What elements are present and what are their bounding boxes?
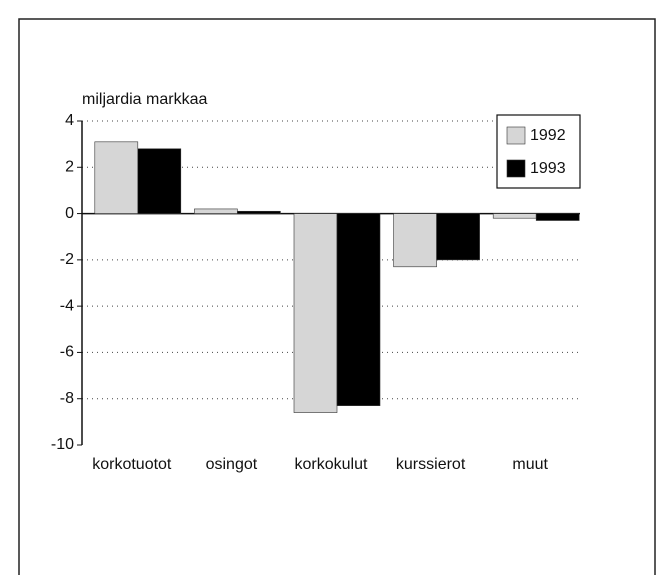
y-tick-label: -10 xyxy=(51,436,74,453)
legend-swatch xyxy=(506,126,526,145)
frame xyxy=(18,18,656,575)
bar xyxy=(492,213,537,219)
legend-label: 1993 xyxy=(530,160,566,177)
bar xyxy=(436,213,480,261)
y-tick-label: 4 xyxy=(65,112,74,129)
y-tick-label: -6 xyxy=(60,344,74,361)
x-tick-label: osingot xyxy=(206,456,258,473)
x-tick-label: muut xyxy=(512,456,548,473)
bar xyxy=(194,208,238,214)
bar xyxy=(393,213,437,268)
y-tick-label: -8 xyxy=(60,390,74,407)
bar xyxy=(94,141,139,214)
bar xyxy=(535,213,580,221)
bar xyxy=(237,210,281,214)
y-axis-label: miljardia markkaa xyxy=(82,91,207,108)
bar xyxy=(137,148,182,214)
x-tick-label: korkotuotot xyxy=(92,456,172,473)
y-tick-label: -4 xyxy=(60,297,74,314)
y-tick-label: -2 xyxy=(60,251,74,268)
y-tick-label: 2 xyxy=(65,159,74,176)
bar xyxy=(293,213,338,413)
bar xyxy=(336,213,381,406)
x-tick-label: korkokulut xyxy=(295,456,368,473)
legend-swatch xyxy=(506,159,526,178)
legend-label: 1992 xyxy=(530,127,566,144)
x-tick-label: kurssierot xyxy=(396,456,466,473)
y-tick-label: 0 xyxy=(65,205,74,222)
